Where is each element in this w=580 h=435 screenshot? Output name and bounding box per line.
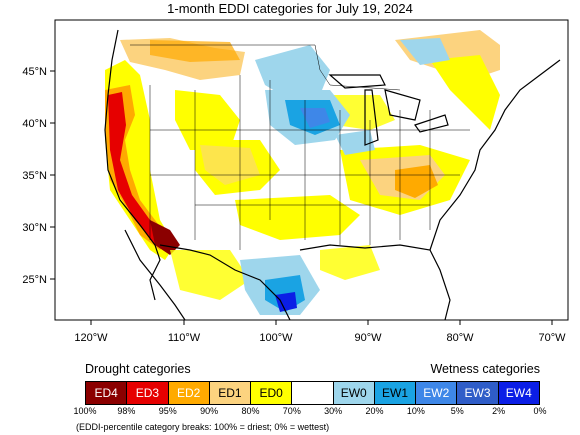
lat-label: 25°N xyxy=(22,274,47,286)
great-lakes xyxy=(328,74,449,146)
legend-cell: ED1 xyxy=(209,382,252,404)
footnote: (EDDI-percentile category breaks: 100% =… xyxy=(76,422,330,432)
wetness-header: Wetness categories xyxy=(430,362,540,376)
percentile-breaks: 100% 98% 95% 90% 80% 70% 30% 20% 10% 5% 2% 0% xyxy=(0,406,580,418)
lon-label: 120°W xyxy=(74,332,108,344)
percentile-break-label: 70% xyxy=(282,406,301,416)
coastlines xyxy=(104,29,561,320)
percentile-break-label: 90% xyxy=(200,406,219,416)
legend-cell: ED0 xyxy=(251,382,293,404)
legend-cell: EW3 xyxy=(457,382,499,404)
legend-cell: ED3 xyxy=(127,382,169,404)
drought-header: Drought categories xyxy=(85,362,191,376)
legend-cell: EW4 xyxy=(498,382,539,404)
map-title: 1-month EDDI categories for July 19, 202… xyxy=(167,1,413,16)
lat-label: 45°N xyxy=(22,66,47,78)
percentile-break-label: 0% xyxy=(533,406,547,416)
lon-label: 80°W xyxy=(446,332,474,344)
percentile-break-label: 5% xyxy=(450,406,464,416)
lat-label: 40°N xyxy=(22,118,47,130)
legend-cell: EW1 xyxy=(374,382,417,404)
percentile-break-label: 30% xyxy=(324,406,343,416)
wetness-shading xyxy=(240,38,450,315)
category-shading xyxy=(105,30,500,300)
percentile-break-label: 20% xyxy=(365,406,384,416)
legend-cell: EW0 xyxy=(333,382,375,404)
lon-label: 70°W xyxy=(538,332,566,344)
eddi-map: 45°N 40°N 35°N 30°N 25°N 120°W 110°W 100… xyxy=(22,19,569,344)
percentile-break-label: 80% xyxy=(241,406,260,416)
percentile-break-label: 10% xyxy=(406,406,425,416)
lat-label: 35°N xyxy=(22,170,47,182)
percentile-break-label: 95% xyxy=(158,406,177,416)
legend-cell xyxy=(292,382,334,404)
lon-label: 90°W xyxy=(354,332,382,344)
lon-label: 100°W xyxy=(259,332,293,344)
state-borders xyxy=(130,44,470,250)
legend-cell: ED2 xyxy=(168,382,210,404)
legend-cell: EW2 xyxy=(416,382,458,404)
category-legend: ED4 ED3 ED2 ED1 ED0 EW0 EW1 EW2 EW3 EW4 xyxy=(85,381,540,405)
longitude-axis: 120°W 110°W 100°W 90°W 80°W 70°W xyxy=(74,320,566,344)
lon-label: 110°W xyxy=(168,332,201,344)
percentile-break-label: 100% xyxy=(73,406,97,416)
legend-cell: ED4 xyxy=(86,382,128,404)
percentile-break-label: 2% xyxy=(492,406,506,416)
percentile-break-label: 98% xyxy=(117,406,136,416)
lat-label: 30°N xyxy=(22,222,47,234)
latitude-axis: 45°N 40°N 35°N 30°N 25°N xyxy=(22,66,55,286)
